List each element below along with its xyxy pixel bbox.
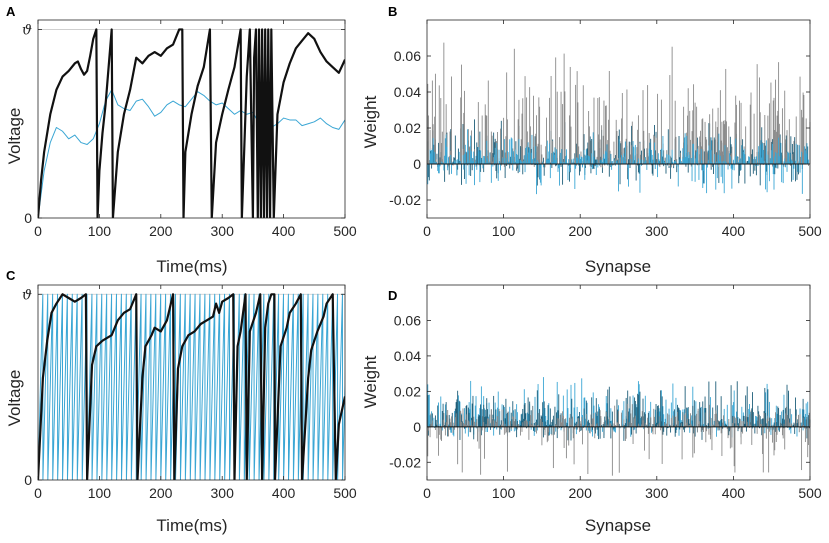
y-tick-label: 0 <box>413 419 421 435</box>
y-tick-label: 0.06 <box>394 312 421 328</box>
x-tick-label: 0 <box>423 485 431 501</box>
panel-a-plot: 0 100 200 300 400 500 0 ϑ <box>22 19 357 239</box>
x-tick-label: 500 <box>333 485 357 501</box>
series-line-black <box>38 28 345 218</box>
panel-a: A 0 100 200 300 400 500 0 ϑ Time(ms) Voltage <box>5 4 357 276</box>
x-tick-label: 100 <box>492 485 516 501</box>
x-tick-label: 500 <box>798 485 822 501</box>
series-line-cyan <box>38 293 345 480</box>
x-tick-label: 100 <box>88 485 112 501</box>
x-tick-label: 300 <box>645 223 669 239</box>
x-tick-label: 0 <box>34 485 42 501</box>
x-tick-label: 400 <box>272 485 296 501</box>
x-tick-label: 500 <box>333 223 357 239</box>
y-tick-label: 0 <box>24 210 32 226</box>
x-tick-label: 400 <box>722 485 746 501</box>
x-tick-label: 300 <box>645 485 669 501</box>
panel-a-xlabel: Time(ms) <box>156 257 227 276</box>
x-tick-label: 300 <box>211 485 235 501</box>
panel-d-ylabel: Weight <box>361 355 380 408</box>
y-tick-label: -0.02 <box>389 454 421 470</box>
x-tick-label: 400 <box>272 223 296 239</box>
x-tick-label: 400 <box>722 223 746 239</box>
x-tick-label: 200 <box>149 223 173 239</box>
y-tick-label: -0.02 <box>389 192 421 208</box>
x-tick-label: 0 <box>423 223 431 239</box>
y-tick-label: 0 <box>24 472 32 488</box>
series-line-cyan <box>38 89 345 218</box>
y-tick-label: ϑ <box>22 22 32 38</box>
panel-c-axes-box <box>37 284 346 481</box>
panel-b-xlabel: Synapse <box>585 257 651 276</box>
y-tick-label: 0.04 <box>394 348 421 364</box>
y-tick-label: 0.02 <box>394 120 421 136</box>
panel-b-ylabel: Weight <box>361 95 380 148</box>
x-tick-label: 100 <box>88 223 112 239</box>
panel-B-bars <box>427 42 811 195</box>
x-tick-label: 100 <box>492 223 516 239</box>
x-tick-label: 500 <box>798 223 822 239</box>
x-tick-label: 200 <box>569 485 593 501</box>
x-tick-label: 300 <box>211 223 235 239</box>
panel-label-c: C <box>6 268 16 283</box>
panel-label-b: B <box>388 4 397 19</box>
panel-label-d: D <box>388 288 397 303</box>
y-tick-label: 0.04 <box>394 84 421 100</box>
y-tick-label: ϑ <box>22 287 32 303</box>
panel-a-axes-box <box>37 19 346 219</box>
y-tick-label: 0.02 <box>394 383 421 399</box>
x-tick-label: 200 <box>569 223 593 239</box>
panel-label-a: A <box>6 4 16 19</box>
panel-d-axes-box <box>426 284 811 481</box>
panel-b-axes-box <box>426 19 811 219</box>
panel-c-xlabel: Time(ms) <box>156 516 227 535</box>
panel-c-ylabel: Voltage <box>5 370 24 427</box>
y-tick-label: 0 <box>413 156 421 172</box>
panel-A-series <box>38 28 345 218</box>
y-tick-label: 0.06 <box>394 48 421 64</box>
panel-C-series <box>38 293 345 480</box>
panel-c-plot: 0 100 200 300 400 500 0 ϑ <box>22 284 357 501</box>
series-line-black <box>38 293 345 480</box>
panel-d-xlabel: Synapse <box>585 516 651 535</box>
panel-c: C 0 100 200 300 400 500 0 ϑ Time(ms) Voltage <box>5 268 357 535</box>
panel-a-ylabel: Voltage <box>5 108 24 165</box>
x-tick-label: 0 <box>34 223 42 239</box>
x-tick-label: 200 <box>149 485 173 501</box>
